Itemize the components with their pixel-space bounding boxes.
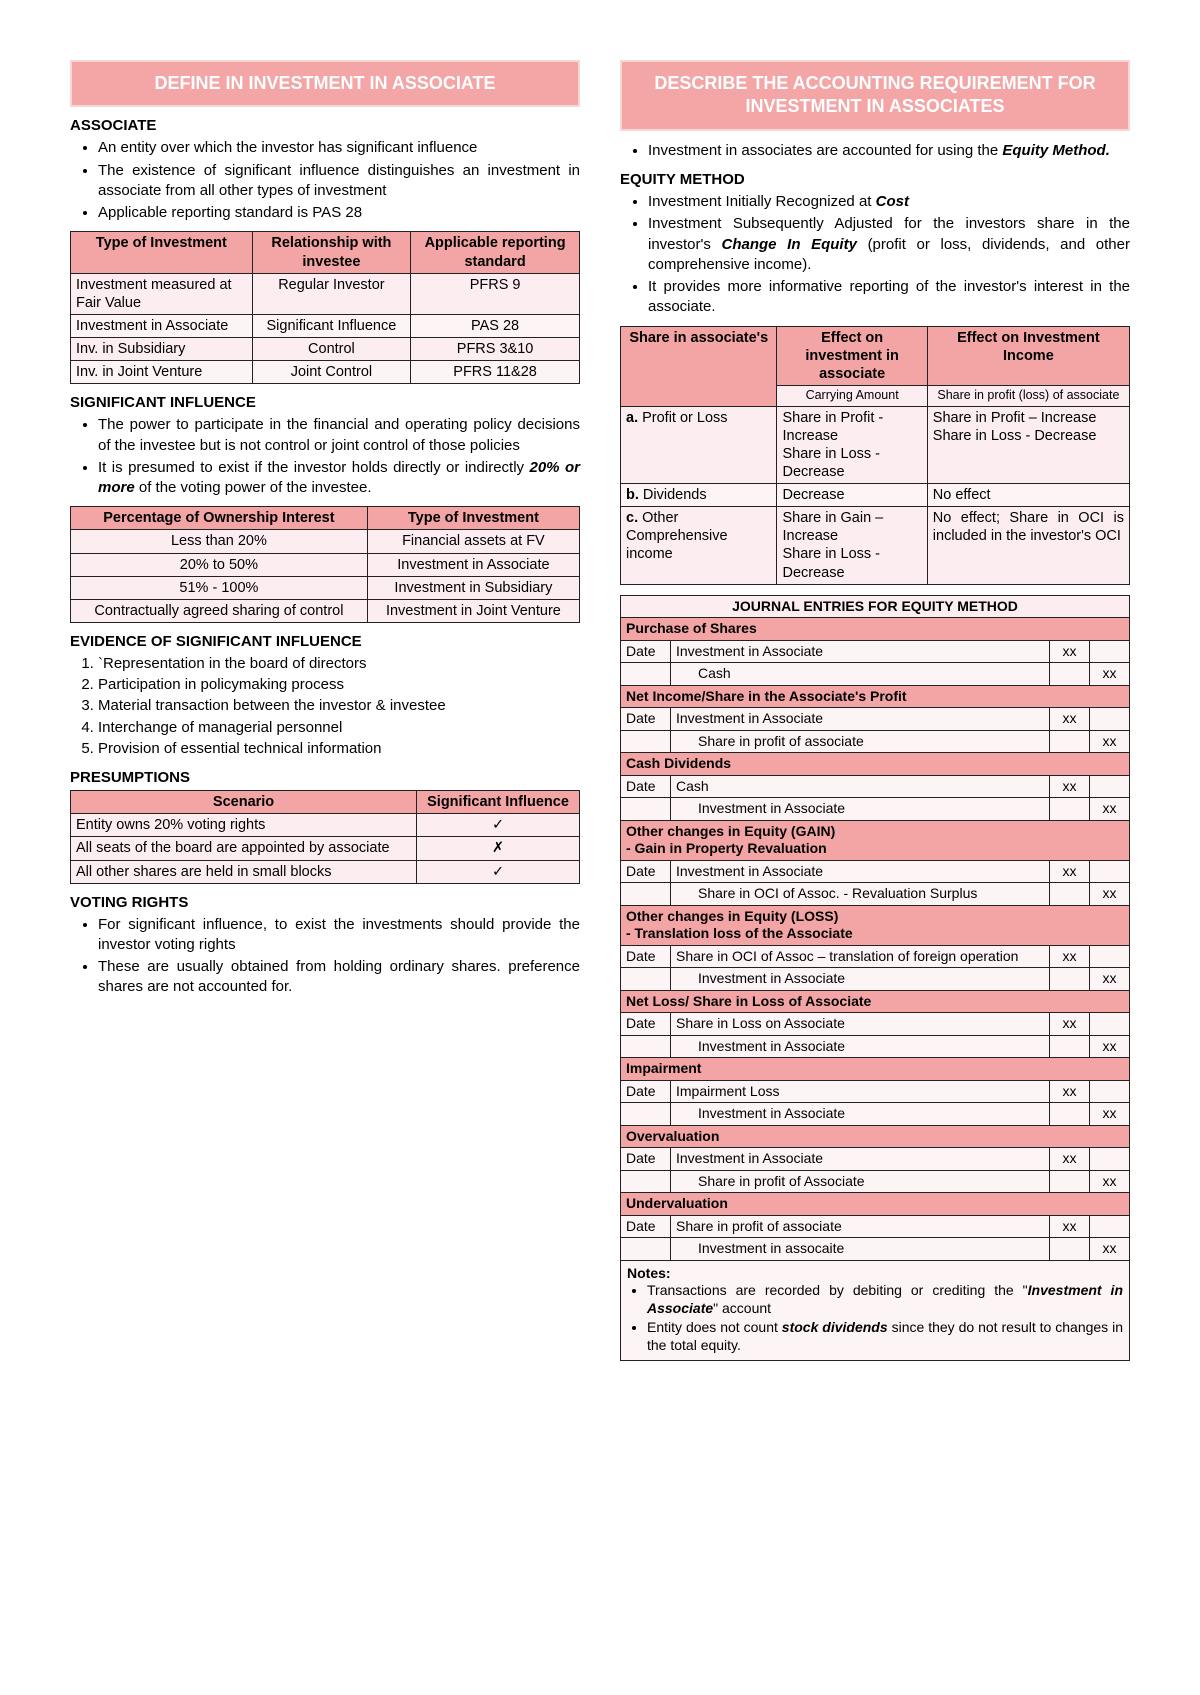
t3-h1: Scenario xyxy=(71,791,417,814)
table-row: 51% - 100%Investment in Subsidiary xyxy=(71,576,580,599)
table-row: c. Other Comprehensive incomeShare in Ga… xyxy=(621,507,1130,585)
table-row: Investment in AssociateSignificant Influ… xyxy=(71,314,580,337)
je-line: DateCashxx xyxy=(621,775,1130,798)
table-row: Less than 20%Financial assets at FV xyxy=(71,530,580,553)
table-row: a. Profit or LossShare in Profit - Incre… xyxy=(621,406,1130,484)
voting-rights-heading: VOTING RIGHTS xyxy=(70,894,580,911)
table-row: Inv. in SubsidiaryControlPFRS 3&10 xyxy=(71,338,580,361)
je-line: Cashxx xyxy=(621,663,1130,686)
equity-method-heading: EQUITY METHOD xyxy=(620,171,1130,188)
right-column: DESCRIBE THE ACCOUNTING REQUIREMENT FOR … xyxy=(620,60,1130,1371)
t2-h1: Percentage of Ownership Interest xyxy=(71,507,368,530)
je-section-header: Other changes in Equity (LOSS) - Transla… xyxy=(621,905,1130,945)
t4-h1: Share in associate's xyxy=(621,326,777,406)
je-line: DateShare in OCI of Assoc – translation … xyxy=(621,945,1130,968)
je-line: Share in profit of Associatexx xyxy=(621,1170,1130,1193)
je-line: DateImpairment Lossxx xyxy=(621,1080,1130,1103)
je-section-header: Overvaluation xyxy=(621,1125,1130,1148)
list-item: For significant influence, to exist the … xyxy=(98,915,580,956)
table-row: b. DividendsDecreaseNo effect xyxy=(621,484,1130,507)
sig-influence-heading: SIGNIFICANT INFLUENCE xyxy=(70,394,580,411)
je-line: DateShare in profit of associatexx xyxy=(621,1215,1130,1238)
t4-sub2: Carrying Amount xyxy=(777,385,927,406)
list-item: An entity over which the investor has si… xyxy=(98,138,580,158)
associate-bullets: An entity over which the investor has si… xyxy=(70,138,580,223)
je-section-header: Other changes in Equity (GAIN) - Gain in… xyxy=(621,820,1130,860)
list-item: Material transaction between the investo… xyxy=(98,696,580,716)
je-section-header: Net Income/Share in the Associate's Prof… xyxy=(621,685,1130,708)
t1-h1: Type of Investment xyxy=(71,232,253,273)
sig-influence-bullets: The power to participate in the financia… xyxy=(70,415,580,498)
t4-sub3: Share in profit (loss) of associate xyxy=(927,385,1129,406)
je-line: Investment in Associatexx xyxy=(621,968,1130,991)
table-row: 20% to 50%Investment in Associate xyxy=(71,553,580,576)
left-column: DEFINE IN INVESTMENT IN ASSOCIATE ASSOCI… xyxy=(70,60,580,1371)
investment-type-table: Type of Investment Relationship with inv… xyxy=(70,231,580,384)
je-section-header: Cash Dividends xyxy=(621,753,1130,776)
list-item: Investment Initially Recognized at Cost xyxy=(648,192,1130,212)
list-item: Investment Subsequently Adjusted for the… xyxy=(648,214,1130,275)
right-header: DESCRIBE THE ACCOUNTING REQUIREMENT FOR … xyxy=(620,60,1130,131)
left-header: DEFINE IN INVESTMENT IN ASSOCIATE xyxy=(70,60,580,107)
je-section-header: Net Loss/ Share in Loss of Associate xyxy=(621,990,1130,1013)
table-row: Entity owns 20% voting rights✓ xyxy=(71,814,580,837)
t4-h3: Effect on Investment Income xyxy=(927,326,1129,385)
table-row: Contractually agreed sharing of controlI… xyxy=(71,599,580,622)
list-item: These are usually obtained from holding … xyxy=(98,957,580,998)
effects-table: Share in associate's Effect on investmen… xyxy=(620,326,1130,585)
je-line: DateInvestment in Associatexx xyxy=(621,708,1130,731)
presumptions-heading: PRESUMPTIONS xyxy=(70,769,580,786)
two-column-layout: DEFINE IN INVESTMENT IN ASSOCIATE ASSOCI… xyxy=(70,60,1130,1371)
equity-method-bullets: Investment Initially Recognized at CostI… xyxy=(620,192,1130,318)
table-row: Investment measured at Fair ValueRegular… xyxy=(71,273,580,314)
je-notes: Notes: Transactions are recorded by debi… xyxy=(621,1260,1130,1361)
je-line: Investment in Associatexx xyxy=(621,1035,1130,1058)
note-item: Entity does not count stock dividends si… xyxy=(647,1319,1123,1354)
table-row: Inv. in Joint VentureJoint ControlPFRS 1… xyxy=(71,361,580,384)
list-item: Investment in associates are accounted f… xyxy=(648,141,1130,161)
journal-entries-table: JOURNAL ENTRIES FOR EQUITY METHOD Purcha… xyxy=(620,595,1130,1362)
list-item: Interchange of managerial personnel xyxy=(98,718,580,738)
t2-h2: Type of Investment xyxy=(367,507,579,530)
list-item: It provides more informative reporting o… xyxy=(648,277,1130,318)
je-line: DateInvestment in Associatexx xyxy=(621,640,1130,663)
je-line: DateShare in Loss on Associatexx xyxy=(621,1013,1130,1036)
evidence-heading: EVIDENCE OF SIGNIFICANT INFLUENCE xyxy=(70,633,580,650)
t1-h3: Applicable reporting standard xyxy=(411,232,580,273)
note-item: Transactions are recorded by debiting or… xyxy=(647,1282,1123,1317)
je-line: DateInvestment in Associatexx xyxy=(621,1148,1130,1171)
list-item: Applicable reporting standard is PAS 28 xyxy=(98,203,580,223)
t4-h2: Effect on investment in associate xyxy=(777,326,927,385)
voting-rights-bullets: For significant influence, to exist the … xyxy=(70,915,580,998)
je-line: Share in OCI of Assoc. - Revaluation Sur… xyxy=(621,883,1130,906)
je-line: Share in profit of associatexx xyxy=(621,730,1130,753)
je-section-header: Undervaluation xyxy=(621,1193,1130,1216)
list-item: It is presumed to exist if the investor … xyxy=(98,458,580,499)
presumptions-table: Scenario Significant Influence Entity ow… xyxy=(70,790,580,884)
list-item: Provision of essential technical informa… xyxy=(98,739,580,759)
list-item: The power to participate in the financia… xyxy=(98,415,580,456)
je-title: JOURNAL ENTRIES FOR EQUITY METHOD xyxy=(621,595,1130,618)
je-line: Investment in assocaitexx xyxy=(621,1238,1130,1261)
evidence-list: `Representation in the board of director… xyxy=(70,654,580,759)
ownership-table: Percentage of Ownership Interest Type of… xyxy=(70,506,580,623)
table-row: All other shares are held in small block… xyxy=(71,860,580,883)
list-item: Participation in policymaking process xyxy=(98,675,580,695)
table-row: All seats of the board are appointed by … xyxy=(71,837,580,860)
je-line: Investment in Associatexx xyxy=(621,1103,1130,1126)
t1-h2: Relationship with investee xyxy=(252,232,410,273)
list-item: The existence of significant influence d… xyxy=(98,161,580,202)
je-section-header: Purchase of Shares xyxy=(621,618,1130,641)
je-line: Investment in Associatexx xyxy=(621,798,1130,821)
associate-heading: ASSOCIATE xyxy=(70,117,580,134)
t3-h2: Significant Influence xyxy=(417,791,580,814)
list-item: `Representation in the board of director… xyxy=(98,654,580,674)
je-section-header: Impairment xyxy=(621,1058,1130,1081)
right-top-bullets: Investment in associates are accounted f… xyxy=(620,141,1130,161)
je-line: DateInvestment in Associatexx xyxy=(621,860,1130,883)
